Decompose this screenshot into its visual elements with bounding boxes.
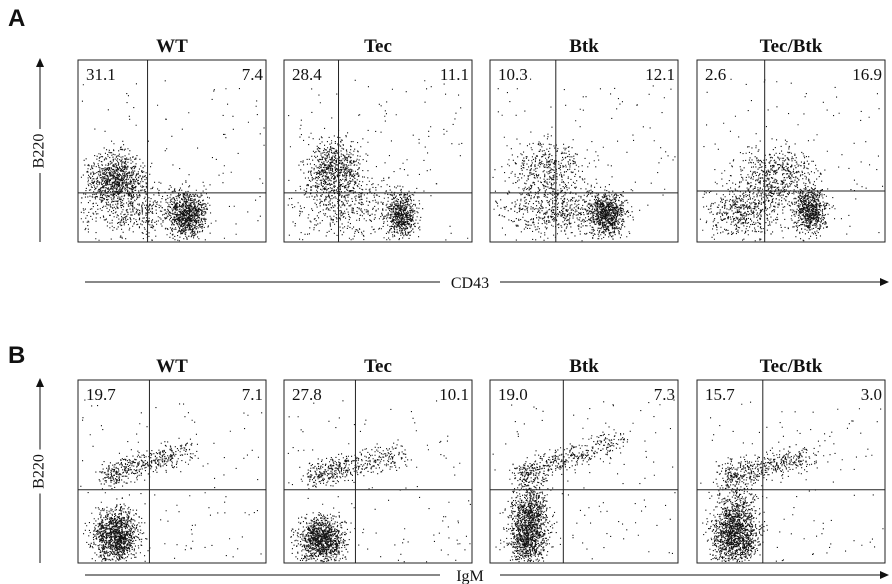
- arrow-head: [880, 278, 889, 286]
- label-bg: [440, 272, 500, 292]
- x-axis-label: IgM: [456, 568, 484, 584]
- quadrant-percent: 7.1: [242, 385, 263, 404]
- scatter-dots: [80, 80, 265, 242]
- plot-title: WT: [156, 356, 188, 377]
- panel-label: A: [8, 5, 25, 32]
- quadrant-percent: 10.3: [498, 65, 528, 84]
- plot-title: Tec/Btk: [760, 36, 823, 57]
- label-bg: [31, 129, 49, 173]
- plot-title: Tec: [364, 356, 392, 377]
- quadrant-percent: 7.4: [242, 65, 264, 84]
- quadrant-percent: 31.1: [86, 65, 116, 84]
- quadrant-percent: 7.3: [654, 385, 675, 404]
- plot-frame: [489, 379, 679, 564]
- scatter-dots: [700, 401, 884, 563]
- plot-title: WT: [156, 36, 188, 57]
- quadrant-percent: 27.8: [292, 385, 322, 404]
- y-axis-label: B220: [31, 454, 48, 489]
- plot-frame: [77, 59, 267, 243]
- quadrant-percent: 19.0: [498, 385, 528, 404]
- arrow-head: [36, 58, 44, 67]
- plot-title: Btk: [569, 36, 599, 57]
- arrow-head: [880, 571, 889, 579]
- scatter-dots: [492, 78, 676, 242]
- scatter-dots: [492, 399, 676, 563]
- x-axis-label: CD43: [451, 275, 489, 292]
- quadrant-percent: 16.9: [852, 65, 882, 84]
- plot-frame: [696, 59, 886, 243]
- plot-frame: [283, 379, 473, 564]
- plot-title: Btk: [569, 356, 599, 377]
- scatter-dots: [80, 399, 263, 562]
- quadrant-percent: 11.1: [440, 65, 469, 84]
- quadrant-percent: 12.1: [645, 65, 675, 84]
- quadrant-percent: 19.7: [86, 385, 116, 404]
- label-bg: [440, 565, 500, 584]
- plot-frame: [77, 379, 267, 564]
- plot-frame: [696, 379, 886, 564]
- scatter-dots: [287, 400, 471, 563]
- scatter-dots: [699, 78, 884, 242]
- quadrant-percent: 28.4: [292, 65, 322, 84]
- plot-title: Tec: [364, 36, 392, 57]
- panel-label: B: [8, 342, 25, 369]
- plot-frame: [489, 59, 679, 243]
- quadrant-percent: 3.0: [861, 385, 882, 404]
- plot-title: Tec/Btk: [760, 356, 823, 377]
- y-axis-label: B220: [31, 134, 48, 169]
- arrow-head: [36, 378, 44, 387]
- quadrant-percent: 10.1: [439, 385, 469, 404]
- plot-frame: [283, 59, 473, 243]
- label-bg: [31, 449, 49, 494]
- scatter-dots: [287, 79, 469, 241]
- quadrant-percent: 15.7: [705, 385, 735, 404]
- quadrant-percent: 2.6: [705, 65, 726, 84]
